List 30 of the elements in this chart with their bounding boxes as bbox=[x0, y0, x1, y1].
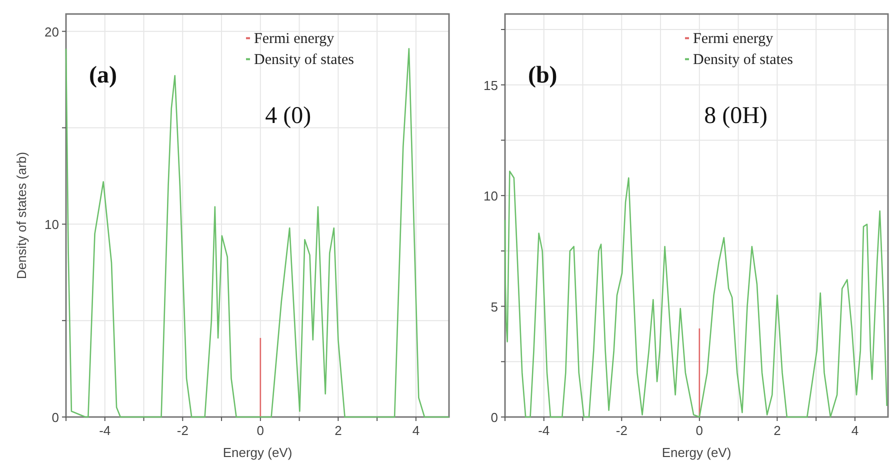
legend-label: Density of states bbox=[693, 52, 794, 68]
x-tick-label: -2 bbox=[176, 423, 188, 438]
y-tick-label: 10 bbox=[44, 217, 59, 232]
x-axis-title: Energy (eV) bbox=[662, 445, 732, 460]
x-tick-label: 2 bbox=[774, 423, 781, 438]
x-tick-label: -4 bbox=[538, 423, 550, 438]
x-tick-label: 4 bbox=[851, 423, 859, 438]
x-tick-label: -2 bbox=[616, 423, 628, 438]
annotation: (a) bbox=[88, 62, 117, 89]
annotation: (b) bbox=[528, 62, 558, 89]
y-tick-label: 0 bbox=[52, 410, 59, 425]
legend-label: Fermi energy bbox=[254, 31, 335, 48]
line-series bbox=[504, 170, 888, 418]
y-tick-label: 10 bbox=[484, 188, 498, 204]
x-tick-label: 0 bbox=[256, 423, 264, 438]
legend-label: Fermi energy bbox=[693, 31, 774, 48]
x-axis-title: Energy (eV) bbox=[222, 445, 292, 460]
legend-label: Density of states bbox=[254, 52, 354, 68]
line-series bbox=[65, 48, 450, 418]
y-tick-label: 5 bbox=[490, 299, 498, 314]
annotation: 4 (0) bbox=[265, 102, 312, 129]
x-tick-label: -4 bbox=[99, 423, 111, 438]
x-tick-label: 4 bbox=[412, 423, 420, 438]
annotation: 8 (0H) bbox=[704, 102, 768, 129]
y-tick-label: 20 bbox=[44, 24, 59, 40]
y-tick-label: 0 bbox=[490, 410, 498, 425]
y-tick-label: 15 bbox=[484, 78, 498, 93]
x-tick-label: 0 bbox=[696, 423, 704, 438]
x-tick-label: 2 bbox=[334, 423, 342, 438]
y-axis-title: Density of states (arb) bbox=[14, 152, 29, 280]
